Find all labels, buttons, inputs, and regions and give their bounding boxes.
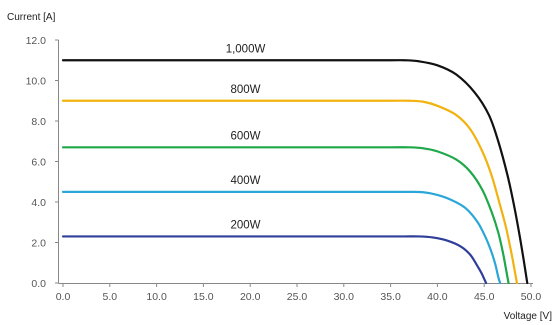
x-tick-label: 0.0 (56, 291, 71, 303)
x-tick-label: 50.0 (521, 291, 542, 303)
x-tick-label: 30.0 (334, 291, 355, 303)
series-line-600w (61, 146, 510, 285)
x-tick-label: 20.0 (240, 291, 261, 303)
x-tick-label: 15.0 (193, 291, 214, 303)
series-line-800w (61, 99, 519, 285)
y-tick-label: 6.0 (31, 157, 46, 169)
series-label-800w: 800W (230, 84, 260, 96)
x-axis-label: Voltage [V] (504, 311, 553, 322)
x-tick-label: 5.0 (102, 291, 117, 303)
x-tick-label: 25.0 (287, 291, 308, 303)
x-tick-label: 45.0 (474, 291, 495, 303)
series-labels-layer: 1,000W 800W 600W 400W 200W (226, 43, 266, 231)
series-label-1000w: 1,000W (226, 43, 266, 55)
x-tick-label: 35.0 (380, 291, 401, 303)
series-label-600w: 600W (230, 130, 260, 142)
y-tick-label: 0.0 (31, 278, 46, 290)
series-line-200w (61, 235, 488, 285)
series-line-400w (61, 190, 502, 285)
y-tick-label: 2.0 (31, 238, 46, 250)
y-tick-label: 8.0 (31, 116, 46, 128)
series-layer (61, 59, 529, 285)
series-label-200w: 200W (230, 219, 260, 231)
x-tick-label: 40.0 (427, 291, 448, 303)
axes-layer: 0.0 2.0 4.0 6.0 8.0 10.0 12.0 0.0 5.0 10.0 15.0 20.… (26, 35, 542, 303)
y-tick-label: 10.0 (26, 76, 47, 88)
y-tick-label: 4.0 (31, 197, 46, 209)
y-axis-label: Current [A] (7, 12, 56, 23)
y-tick-label: 12.0 (26, 35, 47, 47)
x-tick-label: 10.0 (146, 291, 167, 303)
series-label-400w: 400W (230, 175, 260, 187)
series-line-1000w (61, 59, 529, 285)
